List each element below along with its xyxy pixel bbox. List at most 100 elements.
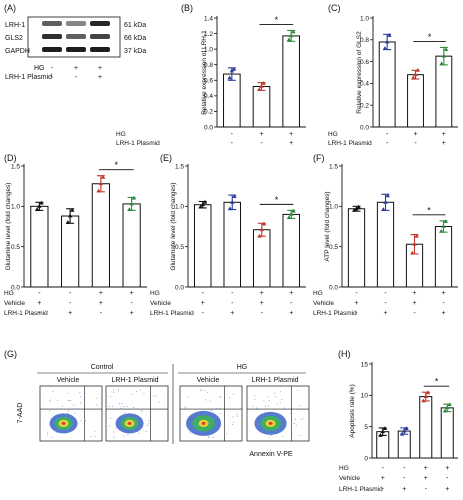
- flow-event-2-12: [109, 396, 111, 398]
- chart-e-condition-sign-2-3: +: [289, 310, 293, 317]
- chart-f-point-4-1: [439, 228, 444, 233]
- flow-event-3-38: [205, 399, 207, 401]
- chart-d-point-1-3: [39, 200, 44, 205]
- chart-h-bar-4: [440, 407, 454, 459]
- flow-density-peak-3: [201, 421, 206, 425]
- flow-event-1-39: [84, 419, 86, 421]
- chart-c-bar-1: [378, 41, 396, 128]
- chart-e-point-1-2: [200, 202, 205, 207]
- flow-col-vehicle-2: Vehicle: [197, 377, 220, 384]
- chart-f-condition-sign-2-1: +: [383, 310, 387, 317]
- chart-e-point-2-3: [232, 194, 237, 199]
- blot-mw-gls2: 66 kDa: [124, 35, 146, 42]
- flow-event-1-13: [96, 397, 98, 399]
- chart-d-ytick-label-3: 1.5: [11, 163, 20, 170]
- flow-event-1-16: [52, 436, 54, 438]
- chart-h-condition-sign-0-1: -: [403, 465, 406, 472]
- flow-event-1-8: [80, 396, 82, 398]
- flow-event-4-24: [283, 407, 285, 409]
- flow-event-4-34: [295, 418, 297, 420]
- chart-f-point-2-2: [383, 199, 388, 204]
- chart-c-condition-sign-0-2: +: [442, 131, 446, 138]
- flow-event-2-0: [139, 389, 141, 391]
- flow-event-2-27: [131, 393, 133, 395]
- flow-event-4-9: [254, 398, 256, 400]
- chart-c-point-1-1: [382, 46, 388, 50]
- flow-event-1-5: [58, 426, 60, 428]
- flow-event-3-11: [236, 415, 238, 417]
- chart-f-ytick-label-3: 1.5: [329, 163, 338, 170]
- flow-event-3-4: [208, 435, 210, 437]
- chart-e-condition-label-1: Vehicle: [150, 300, 171, 307]
- chart-d-bar-1: [30, 205, 49, 288]
- chart-f-bar-1: [347, 208, 366, 288]
- panel-letter-d: (D): [4, 153, 17, 163]
- chart-c-point-1-3: [387, 33, 392, 37]
- flow-event-1-23: [68, 400, 70, 402]
- flow-event-1-32: [67, 429, 69, 431]
- chart-h-condition-label-2: LRH-1 Plasmid: [339, 486, 383, 493]
- flow-event-2-10: [115, 427, 117, 429]
- chart-c-bar-3: [435, 55, 453, 128]
- chart-b-ytick-label-6: 1.2: [204, 31, 213, 38]
- flow-event-2-6: [141, 410, 143, 412]
- chart-d-bar-3: [91, 183, 110, 288]
- flow-x-label: Annexin V-PE: [249, 451, 293, 458]
- flow-event-2-2: [120, 407, 122, 409]
- chart-e-ytick-label-2: 1.0: [175, 204, 184, 211]
- chart-f-ytick-label-0: 0.0: [329, 284, 338, 291]
- blot-mw-gapdh: 37 kDa: [124, 48, 146, 55]
- flow-density-peak-2: [127, 421, 132, 425]
- chart-f-point-4-3: [443, 219, 448, 224]
- flow-event-4-30: [299, 405, 301, 407]
- flow-event-1-4: [75, 408, 77, 410]
- chart-d-condition-sign-1-0: +: [37, 300, 41, 307]
- chart-e-point-1-1: [198, 204, 203, 209]
- chart-c-ytick-label-1: 0.2: [360, 103, 369, 110]
- panel-letter-e: (E): [160, 153, 172, 163]
- chart-c-point-3-3: [443, 47, 449, 52]
- flow-event-1-36: [57, 426, 59, 428]
- flow-event-4-36: [275, 396, 277, 398]
- chart-d-condition-label-2: LRH-1 Plasmid: [4, 310, 48, 317]
- blot-label-gapdh: GAPDH: [5, 48, 30, 55]
- chart-d-condition-sign-2-2: -: [100, 310, 103, 317]
- chart-h-point-3-1: [421, 398, 426, 403]
- chart-h-point-3-3: [425, 390, 431, 395]
- chart-e-condition-sign-1-0: +: [201, 300, 205, 307]
- chart-c-point-2-2: [413, 72, 418, 77]
- chart-h-condition-sign-1-2: +: [424, 475, 428, 482]
- chart-h-condition-label-0: HG: [339, 465, 349, 472]
- flow-event-4-27: [291, 433, 293, 435]
- flow-event-2-29: [108, 425, 110, 427]
- western-blot: LRH-1 GLS2 GAPDH 61 kDa 66 kDa 37 kDa HG…: [5, 16, 146, 81]
- chart-h-condition-sign-1-0: +: [381, 475, 385, 482]
- chart-b-ytick-label-5: 1.0: [204, 46, 213, 53]
- flow-event-3-8: [213, 437, 215, 439]
- chart-f-point-4-2: [441, 224, 446, 228]
- blot-band-lrh-1-lane-2: [66, 21, 86, 26]
- blot-condition-signs: - + + - - +: [51, 65, 102, 81]
- flow-event-2-7: [113, 437, 115, 439]
- chart-f-condition-sign-2-0: -: [355, 310, 358, 317]
- flow-event-4-17: [256, 423, 258, 425]
- chart-f-ytick-label-2: 1.0: [329, 204, 338, 211]
- flow-event-3-0: [212, 409, 214, 411]
- flow-event-2-15: [121, 429, 123, 431]
- flow-event-2-39: [138, 432, 140, 434]
- chart-b-bar-2: [252, 86, 271, 128]
- flow-event-1-7: [70, 400, 72, 402]
- chart-e-point-3-1: [257, 233, 262, 238]
- chart-b-bar-1: [223, 73, 241, 128]
- panel-letter-h: (H): [338, 349, 351, 359]
- chart-b-point-3-2: [288, 33, 294, 38]
- chart-e-bar-1: [193, 204, 212, 288]
- chart-f-condition-sign-0-1: -: [384, 290, 387, 297]
- chart-e-point-4-2: [289, 212, 294, 216]
- chart-d-point-3-2: [98, 181, 104, 186]
- chart-d-point-4-1: [127, 207, 132, 211]
- chart-b-bar-3: [282, 35, 300, 128]
- blot-sign-1-1: -: [75, 74, 78, 81]
- chart-d-condition-sign-0-3: +: [130, 290, 134, 297]
- chart-b-point-1-1: [227, 75, 232, 80]
